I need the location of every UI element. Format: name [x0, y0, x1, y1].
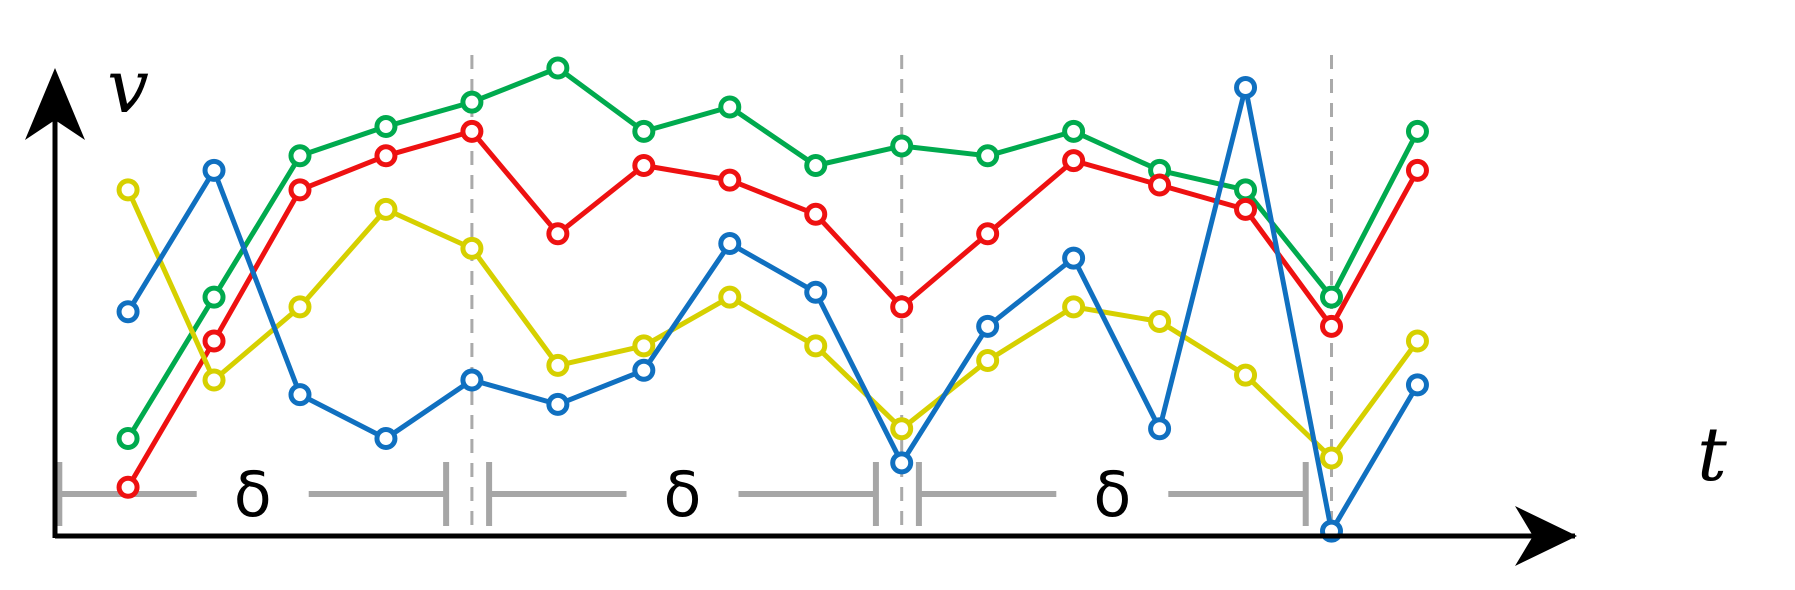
interval-3: δ [915, 458, 1309, 531]
series [116, 56, 1429, 543]
data-point [1148, 310, 1172, 333]
data-point [116, 300, 140, 324]
data-point [1320, 446, 1344, 470]
data-point [288, 383, 312, 407]
interval-label: δ [234, 458, 272, 531]
data-point [718, 168, 742, 192]
data-point [116, 178, 140, 202]
data-point [546, 392, 570, 416]
interval-2: δ [486, 458, 879, 531]
data-point [1234, 76, 1258, 99]
data-point [460, 119, 484, 143]
series-line [125, 85, 1420, 534]
data-point [1320, 285, 1344, 309]
x-axis-label: t [1697, 412, 1727, 498]
series-1 [116, 56, 1429, 450]
data-point [202, 329, 226, 353]
data-point [976, 222, 1000, 246]
data-point [374, 197, 398, 221]
data-point [288, 178, 312, 202]
data-point [460, 90, 484, 114]
interval-1: δ [56, 458, 450, 531]
data-point [890, 417, 914, 441]
data-point [1320, 314, 1344, 338]
data-point [632, 119, 656, 143]
data-point [1062, 295, 1086, 319]
data-point [1405, 158, 1429, 182]
data-point [1405, 329, 1429, 353]
data-point [116, 475, 140, 499]
series-line [125, 65, 1420, 441]
x-axis-arrow-icon [1515, 506, 1577, 566]
data-point [1062, 119, 1086, 143]
interval-label: δ [1093, 458, 1131, 531]
data-point [1405, 119, 1429, 143]
data-point [288, 295, 312, 319]
y-axis-label: v [107, 44, 149, 130]
data-point [1062, 149, 1086, 173]
data-point [116, 427, 140, 450]
data-point [804, 154, 828, 177]
data-point [374, 427, 398, 450]
data-point [1234, 178, 1258, 202]
series-3 [116, 178, 1429, 470]
data-point [202, 285, 226, 309]
data-point [546, 56, 570, 80]
data-point [804, 202, 828, 226]
data-point [1405, 373, 1429, 397]
data-point [804, 334, 828, 358]
series-line [125, 187, 1420, 461]
series-2 [116, 119, 1429, 499]
data-point [718, 95, 742, 119]
data-point [202, 158, 226, 182]
data-point [976, 349, 1000, 372]
data-point [288, 144, 312, 168]
axes: t v [25, 44, 1727, 566]
data-point [546, 222, 570, 246]
data-point [804, 280, 828, 304]
data-point [460, 236, 484, 260]
series-4 [116, 76, 1429, 543]
data-point [1148, 417, 1172, 441]
data-point [890, 451, 914, 475]
series-line [125, 128, 1420, 490]
data-point [632, 154, 656, 177]
data-point [374, 115, 398, 138]
y-axis-arrow-icon [25, 68, 85, 140]
data-point [632, 358, 656, 382]
data-point [1062, 246, 1086, 270]
data-point [1234, 363, 1258, 387]
data-point [202, 368, 226, 392]
data-point [718, 232, 742, 255]
data-point [374, 144, 398, 168]
data-point [718, 285, 742, 309]
interval-label: δ [664, 458, 702, 531]
data-point [976, 144, 1000, 168]
data-point [890, 295, 914, 319]
data-point [632, 334, 656, 358]
data-point [1148, 173, 1172, 197]
data-point [890, 134, 914, 158]
data-point [976, 314, 1000, 338]
data-point [546, 353, 570, 377]
data-point [1234, 197, 1258, 221]
data-point [460, 368, 484, 392]
